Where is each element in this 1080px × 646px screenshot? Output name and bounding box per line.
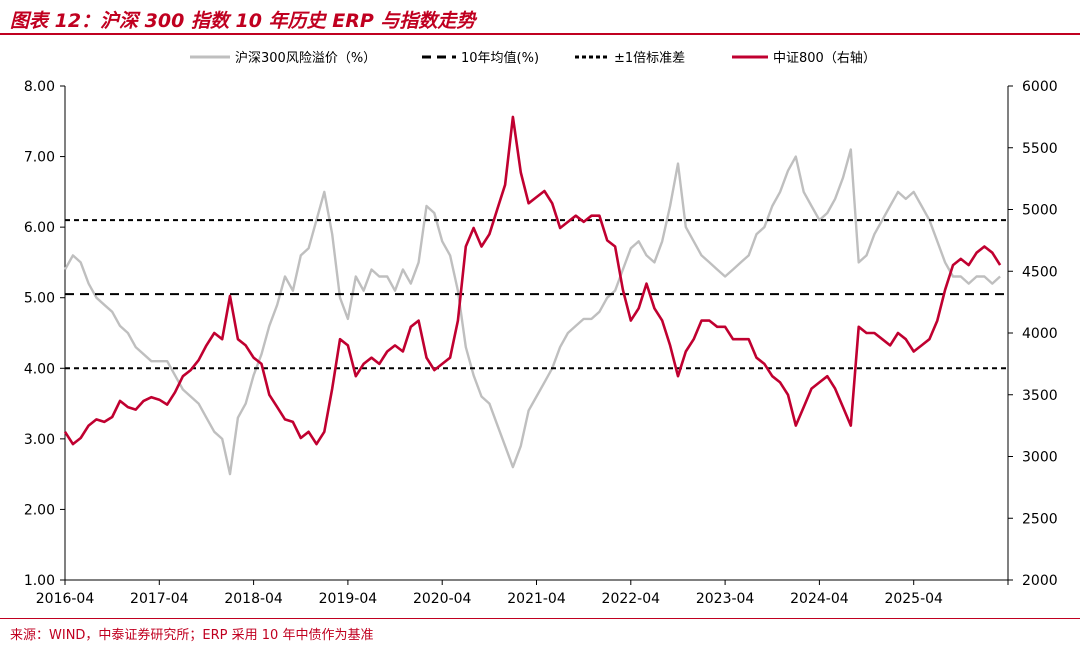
left-tick-label: 3.00 [24, 432, 55, 448]
x-tick-label: 2020-04 [413, 591, 472, 607]
plot-area [63, 115, 1008, 476]
x-tick-label: 2024-04 [790, 591, 849, 607]
index-series-line [63, 115, 1002, 446]
figure-title: 图表 12：沪深 300 指数 10 年历史 ERP 与指数走势 [10, 10, 476, 32]
left-tick-label: 1.00 [24, 573, 55, 589]
left-tick-label: 6.00 [24, 220, 55, 236]
x-tick-label: 2017-04 [130, 591, 189, 607]
left-tick-label: 2.00 [24, 502, 55, 518]
right-tick-label: 4500 [1022, 264, 1058, 280]
left-y-axis: 8.00 7.00 6.00 5.00 4.00 3.00 2.00 1.00 [24, 79, 66, 589]
right-tick-label: 5000 [1022, 203, 1058, 219]
right-y-axis: 6000 5500 5000 4500 4000 3500 3000 2500 2000 [1007, 79, 1058, 589]
x-tick-label: 2019-04 [319, 591, 378, 607]
footer-divider [0, 618, 1080, 619]
right-tick-label: 6000 [1022, 79, 1058, 95]
left-tick-label: 5.00 [24, 291, 55, 307]
legend-label: 沪深300风险溢价（%） [235, 50, 376, 66]
x-tick-label: 2018-04 [224, 591, 283, 607]
x-tick-label: 2016-04 [36, 591, 95, 607]
erp-index-chart: 沪深300风险溢价（%） 10年均值(%) ±1倍标准差 中证800（右轴） 8.00… [24, 50, 1058, 607]
right-tick-label: 5500 [1022, 141, 1058, 157]
right-tick-label: 4000 [1022, 326, 1058, 342]
x-tick-label: 2023-04 [696, 591, 755, 607]
x-axis: 2016-04 2017-04 2018-04 2019-04 2020-04 2021-… [36, 579, 1009, 607]
header-divider [0, 33, 1080, 35]
chart-legend: 沪深300风险溢价（%） 10年均值(%) ±1倍标准差 中证800（右轴） [190, 50, 876, 66]
left-tick-label: 4.00 [24, 361, 55, 377]
right-tick-label: 2000 [1022, 573, 1058, 589]
legend-label: ±1倍标准差 [614, 51, 685, 66]
x-tick-label: 2021-04 [507, 591, 566, 607]
erp-series-line [63, 148, 1001, 476]
report-footer: 来源：WIND，中泰证券研究所；ERP 采用 10 年中债作为基准 [0, 618, 1080, 646]
left-tick-label: 7.00 [24, 150, 55, 166]
x-tick-label: 2025-04 [884, 591, 943, 607]
x-tick-label: 2022-04 [602, 591, 661, 607]
legend-label: 中证800（右轴） [773, 51, 876, 66]
right-tick-label: 2500 [1022, 511, 1058, 527]
legend-label: 10年均值(%) [461, 50, 539, 66]
report-header: 图表 12：沪深 300 指数 10 年历史 ERP 与指数走势 [0, 0, 1080, 36]
right-tick-label: 3000 [1022, 450, 1058, 466]
left-tick-label: 8.00 [24, 79, 55, 95]
right-tick-label: 3500 [1022, 388, 1058, 404]
source-note: 来源：WIND，中泰证券研究所；ERP 采用 10 年中债作为基准 [10, 628, 374, 643]
